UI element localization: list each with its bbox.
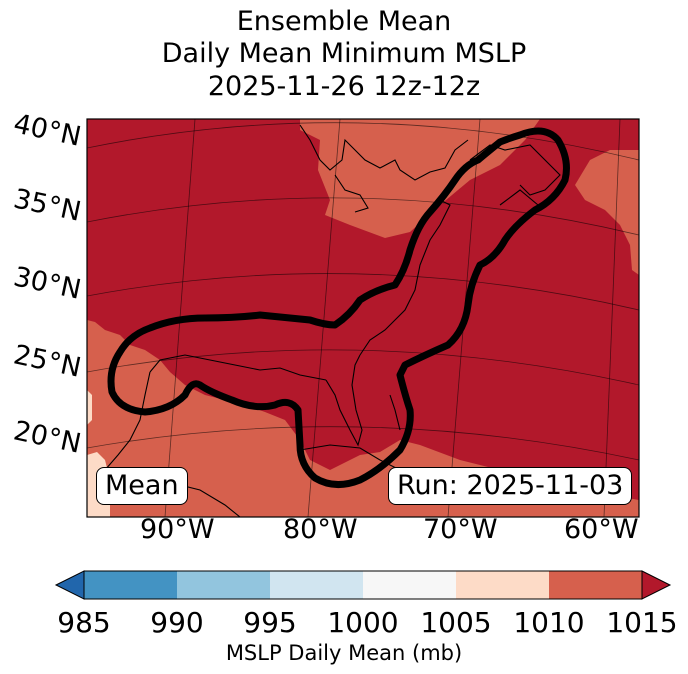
colorbar-tick: 1005 — [420, 606, 492, 639]
lon-label-70: 70°W — [423, 514, 498, 545]
title-line-3: 2025-11-26 12z-12z — [207, 71, 481, 102]
colorbar-bin-1010-1015 — [549, 571, 642, 599]
title-line-1: Ensemble Mean — [236, 6, 452, 37]
colorbar-tick: 1010 — [513, 606, 585, 639]
colorbar-bin-995-1000 — [270, 571, 363, 599]
run-label-box: Run: 2025-11-03 — [388, 467, 633, 505]
field-1005-1010-west — [87, 390, 92, 425]
field-south-1010-1015 — [87, 320, 639, 517]
colorbar-bin-985-990 — [84, 571, 177, 599]
lon-label-80: 80°W — [283, 514, 358, 545]
colorbar-extend-high — [641, 570, 672, 600]
map-frame — [86, 118, 640, 518]
title-line-2: Daily Mean Minimum MSLP — [161, 38, 527, 69]
colorbar-bin-1000-1005 — [363, 571, 456, 599]
lon-label-60: 60°W — [564, 514, 639, 545]
colorbar-tick: 985 — [57, 606, 111, 639]
stat-label-box: Mean — [96, 467, 188, 505]
lon-label-90: 90°W — [140, 514, 215, 545]
colorbar-tick: 1015 — [606, 606, 678, 639]
colorbar — [54, 570, 672, 600]
colorbar-extend-low — [54, 570, 85, 600]
contour-outline — [107, 127, 570, 488]
colorbar-bin-990-995 — [177, 571, 270, 599]
colorbar-tick: 990 — [150, 606, 204, 639]
colorbar-label: MSLP Daily Mean (mb) — [225, 641, 463, 665]
colorbar-frame — [83, 570, 643, 600]
colorbar-tick: 995 — [243, 606, 297, 639]
colorbar-bin-1005-1010 — [456, 571, 549, 599]
colorbar-tick: 1000 — [327, 606, 399, 639]
